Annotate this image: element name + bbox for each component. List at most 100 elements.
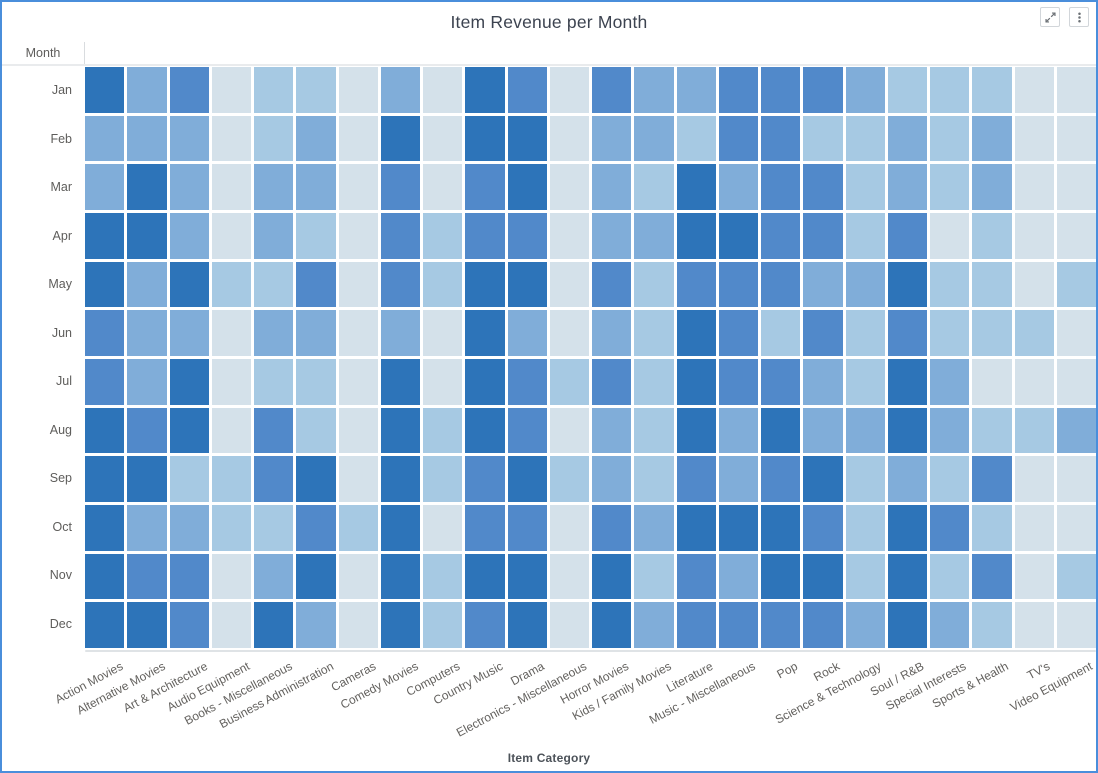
heatmap-cell[interactable] (338, 115, 378, 162)
heatmap-cell[interactable] (296, 456, 336, 502)
heatmap-cell[interactable] (592, 115, 632, 162)
heatmap-cell[interactable] (338, 67, 378, 113)
heatmap-cell[interactable] (549, 456, 589, 502)
heatmap-cell[interactable] (296, 359, 336, 405)
heatmap-cell[interactable] (211, 505, 251, 551)
heatmap-cell[interactable] (592, 602, 632, 648)
heatmap-cell[interactable] (761, 359, 801, 405)
heatmap-cell[interactable] (718, 261, 758, 308)
heatmap-cell[interactable] (676, 261, 716, 308)
heatmap-cell[interactable] (254, 67, 294, 113)
heatmap-cell[interactable] (380, 602, 420, 648)
heatmap-cell[interactable] (423, 164, 463, 210)
heatmap-cell[interactable] (1056, 602, 1096, 648)
heatmap-cell[interactable] (127, 261, 167, 308)
heatmap-cell[interactable] (592, 407, 632, 454)
heatmap-cell[interactable] (465, 553, 505, 600)
heatmap-cell[interactable] (845, 505, 885, 551)
heatmap-cell[interactable] (761, 602, 801, 648)
heatmap-cell[interactable] (676, 115, 716, 162)
heatmap-cell[interactable] (845, 213, 885, 259)
heatmap-cell[interactable] (1014, 310, 1054, 356)
heatmap-cell[interactable] (423, 213, 463, 259)
heatmap-cell[interactable] (634, 310, 674, 356)
heatmap-cell[interactable] (211, 115, 251, 162)
horizontal-scrollbar[interactable] (85, 650, 1096, 652)
heatmap-cell[interactable] (423, 115, 463, 162)
heatmap-cell[interactable] (380, 67, 420, 113)
heatmap-cell[interactable] (338, 407, 378, 454)
heatmap-cell[interactable] (887, 456, 927, 502)
heatmap-cell[interactable] (972, 505, 1012, 551)
heatmap-cell[interactable] (211, 553, 251, 600)
heatmap-cell[interactable] (127, 407, 167, 454)
heatmap-cell[interactable] (423, 456, 463, 502)
heatmap-cell[interactable] (718, 310, 758, 356)
heatmap-cell[interactable] (338, 456, 378, 502)
heatmap-cell[interactable] (380, 115, 420, 162)
heatmap-cell[interactable] (169, 602, 209, 648)
heatmap-cell[interactable] (761, 164, 801, 210)
heatmap-cell[interactable] (1014, 213, 1054, 259)
heatmap-cell[interactable] (803, 505, 843, 551)
heatmap-cell[interactable] (803, 164, 843, 210)
heatmap-cell[interactable] (169, 67, 209, 113)
heatmap-cell[interactable] (507, 67, 547, 113)
heatmap-cell[interactable] (338, 359, 378, 405)
heatmap-cell[interactable] (169, 505, 209, 551)
heatmap-cell[interactable] (634, 213, 674, 259)
heatmap-cell[interactable] (338, 261, 378, 308)
heatmap-cell[interactable] (549, 164, 589, 210)
expand-button[interactable] (1040, 7, 1060, 27)
heatmap-cell[interactable] (887, 602, 927, 648)
heatmap-cell[interactable] (380, 261, 420, 308)
heatmap-cell[interactable] (845, 164, 885, 210)
heatmap-cell[interactable] (549, 310, 589, 356)
heatmap-cell[interactable] (507, 310, 547, 356)
heatmap-cell[interactable] (85, 115, 125, 162)
heatmap-cell[interactable] (803, 602, 843, 648)
heatmap-cell[interactable] (634, 456, 674, 502)
heatmap-cell[interactable] (1014, 115, 1054, 162)
heatmap-cell[interactable] (380, 407, 420, 454)
heatmap-cell[interactable] (254, 407, 294, 454)
heatmap-cell[interactable] (1014, 67, 1054, 113)
heatmap-cell[interactable] (169, 407, 209, 454)
heatmap-cell[interactable] (338, 602, 378, 648)
heatmap-cell[interactable] (549, 407, 589, 454)
heatmap-cell[interactable] (211, 407, 251, 454)
heatmap-cell[interactable] (761, 310, 801, 356)
heatmap-cell[interactable] (296, 310, 336, 356)
heatmap-cell[interactable] (85, 407, 125, 454)
heatmap-cell[interactable] (592, 359, 632, 405)
heatmap-cell[interactable] (465, 505, 505, 551)
heatmap-cell[interactable] (761, 261, 801, 308)
heatmap-cell[interactable] (549, 553, 589, 600)
heatmap-cell[interactable] (845, 67, 885, 113)
heatmap-cell[interactable] (338, 505, 378, 551)
heatmap-cell[interactable] (887, 115, 927, 162)
heatmap-cell[interactable] (887, 213, 927, 259)
heatmap-cell[interactable] (1056, 553, 1096, 600)
heatmap-cell[interactable] (296, 553, 336, 600)
heatmap-cell[interactable] (718, 115, 758, 162)
heatmap-cell[interactable] (718, 359, 758, 405)
heatmap-cell[interactable] (803, 213, 843, 259)
heatmap-cell[interactable] (127, 67, 167, 113)
heatmap-cell[interactable] (507, 505, 547, 551)
heatmap-cell[interactable] (845, 553, 885, 600)
heatmap-cell[interactable] (380, 456, 420, 502)
heatmap-cell[interactable] (972, 553, 1012, 600)
heatmap-cell[interactable] (507, 359, 547, 405)
heatmap-cell[interactable] (507, 553, 547, 600)
heatmap-cell[interactable] (380, 359, 420, 405)
heatmap-cell[interactable] (507, 407, 547, 454)
heatmap-cell[interactable] (296, 115, 336, 162)
heatmap-cell[interactable] (85, 261, 125, 308)
heatmap-cell[interactable] (676, 67, 716, 113)
heatmap-cell[interactable] (761, 213, 801, 259)
heatmap-cell[interactable] (423, 359, 463, 405)
heatmap-cell[interactable] (634, 115, 674, 162)
heatmap-cell[interactable] (930, 213, 970, 259)
heatmap-cell[interactable] (254, 261, 294, 308)
